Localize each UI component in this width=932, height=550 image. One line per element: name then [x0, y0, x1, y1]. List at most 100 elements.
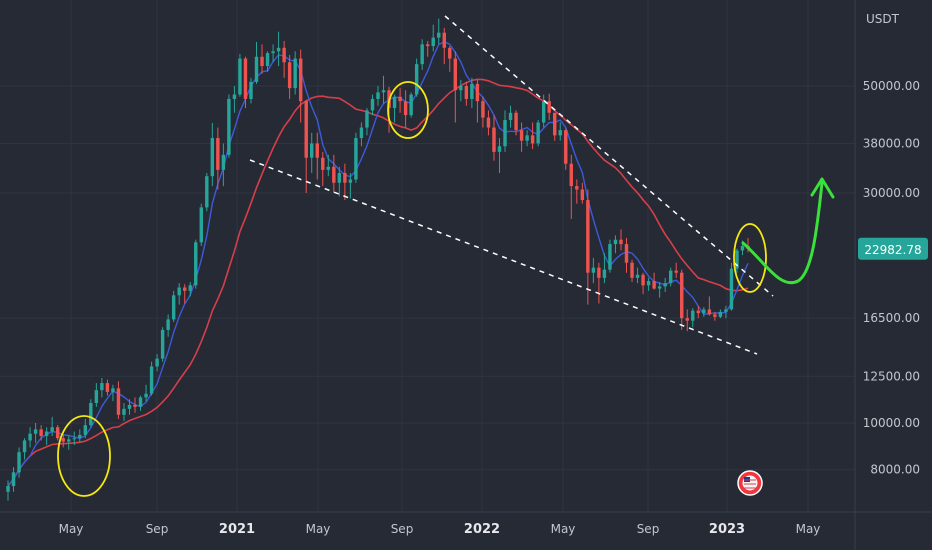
candle-body [602, 269, 607, 278]
candle-body [67, 439, 71, 442]
candle-body [89, 403, 93, 426]
y-tick-label: 50000.00 [863, 79, 920, 93]
candle-body [72, 438, 76, 440]
y-tick-label: 30000.00 [863, 186, 920, 200]
candle-body [111, 388, 115, 392]
candle-body [199, 207, 203, 243]
quote-currency-label: USDT [866, 12, 899, 26]
candle-body [453, 58, 458, 91]
candle-body [365, 110, 369, 128]
candle-body [376, 92, 380, 99]
candle-body [254, 56, 259, 82]
x-tick-label: May [306, 522, 331, 536]
candle-body [398, 96, 402, 102]
candle-body [508, 112, 513, 121]
candle-body [83, 425, 88, 435]
candle-body [420, 44, 424, 65]
candle-body [160, 329, 165, 359]
candle-body [116, 388, 121, 415]
candle-body [464, 86, 469, 99]
candle-body [61, 438, 65, 442]
candle-body [619, 239, 623, 245]
candle-body [696, 310, 701, 314]
candle-body [249, 81, 253, 99]
candle-body [22, 440, 27, 453]
candle-body [586, 200, 590, 273]
candle-body [558, 130, 562, 136]
candle-body [232, 94, 237, 99]
candle-body [409, 94, 413, 116]
candle-body [17, 452, 21, 473]
candle-body [668, 270, 673, 284]
candle-body [381, 90, 386, 93]
candle-body [486, 117, 491, 128]
candle-body [448, 47, 452, 59]
candle-body [470, 83, 474, 99]
y-tick-label: 10000.00 [863, 416, 920, 430]
candle-body [547, 101, 551, 113]
candle-body [359, 127, 364, 139]
highlight-circle [733, 223, 767, 293]
candle-body [183, 287, 187, 291]
ma-fast-line [7, 40, 749, 487]
candle-body [337, 173, 342, 183]
candle-body [680, 272, 684, 319]
candle-body [326, 166, 331, 170]
candle-body [127, 404, 132, 409]
highlight-circle [57, 415, 111, 497]
candle-body [718, 311, 723, 317]
candle-body [11, 472, 16, 487]
candle-body [348, 179, 353, 183]
candle-body [519, 130, 524, 141]
candle-body [94, 390, 99, 404]
candle-body [188, 285, 192, 291]
candle-body [536, 122, 540, 144]
candle-body [194, 242, 198, 286]
candle-body [39, 429, 43, 436]
candle-body [370, 98, 375, 111]
candle-body [354, 138, 358, 180]
candle-body [216, 138, 220, 170]
trendline-lower [249, 159, 758, 355]
candle-body [122, 408, 126, 415]
candle-body [155, 358, 159, 367]
candle-body [133, 404, 137, 407]
candle-body [271, 51, 275, 54]
candle-body [392, 96, 397, 109]
candle-body [304, 101, 308, 158]
candle-body [635, 274, 640, 278]
candle-body [591, 267, 596, 273]
candle-body [481, 101, 485, 118]
candle-body [44, 431, 49, 436]
candle-body [475, 83, 480, 102]
candle-body [735, 250, 739, 269]
candle-body [6, 486, 10, 492]
candle-body [685, 318, 689, 321]
last-price-label: 22982.78 [864, 243, 921, 257]
candle-body [569, 163, 573, 187]
candle-body [530, 135, 535, 144]
trendline-upper [444, 15, 774, 297]
candle-body [287, 62, 292, 89]
candle-body [282, 47, 286, 63]
candle-body [33, 429, 38, 434]
candle-body [243, 58, 248, 99]
candle-body [630, 262, 634, 278]
candle-body [100, 383, 104, 391]
candle-body [260, 56, 264, 67]
candle-body [138, 397, 143, 407]
candle-body [575, 186, 579, 190]
candle-body [332, 166, 336, 183]
candle-body [437, 32, 441, 38]
candle-body [442, 32, 446, 48]
candle-body [144, 393, 148, 398]
candle-body [28, 433, 32, 441]
x-tick-label: 2021 [219, 522, 255, 537]
projection-arrow [741, 181, 824, 285]
candle-body [205, 176, 209, 208]
candle-body [293, 58, 297, 89]
x-tick-label: Sep [391, 522, 414, 536]
candle-body [298, 58, 303, 102]
